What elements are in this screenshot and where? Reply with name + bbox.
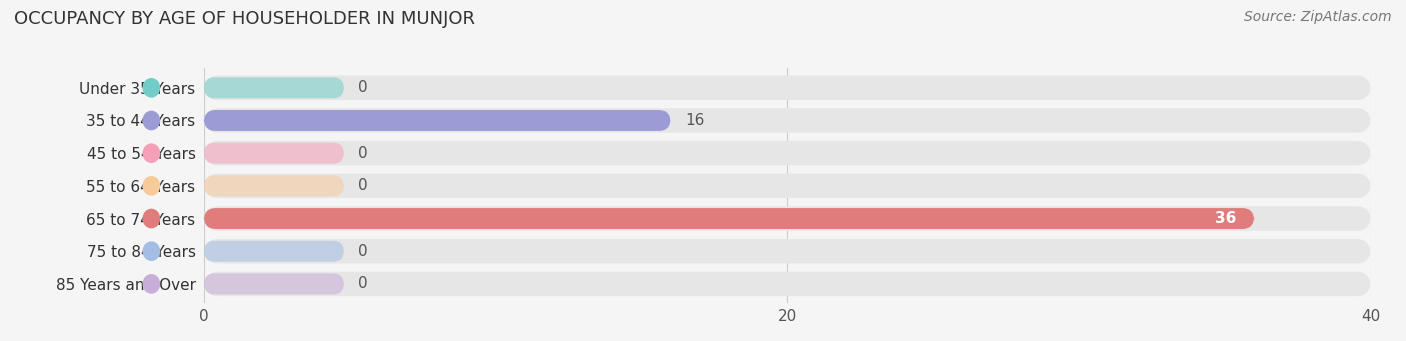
FancyBboxPatch shape (204, 76, 1371, 100)
Text: 0: 0 (359, 146, 368, 161)
FancyBboxPatch shape (204, 206, 1371, 231)
FancyBboxPatch shape (204, 239, 1371, 264)
FancyBboxPatch shape (204, 110, 671, 131)
Text: 0: 0 (359, 178, 368, 193)
Text: 36: 36 (1215, 211, 1237, 226)
Text: 0: 0 (359, 80, 368, 95)
FancyBboxPatch shape (204, 108, 1371, 133)
Text: OCCUPANCY BY AGE OF HOUSEHOLDER IN MUNJOR: OCCUPANCY BY AGE OF HOUSEHOLDER IN MUNJO… (14, 10, 475, 28)
Circle shape (143, 177, 159, 195)
FancyBboxPatch shape (204, 273, 344, 294)
Text: 0: 0 (359, 244, 368, 259)
Text: Source: ZipAtlas.com: Source: ZipAtlas.com (1244, 10, 1392, 24)
FancyBboxPatch shape (204, 208, 1254, 229)
Circle shape (143, 79, 159, 97)
Circle shape (143, 242, 159, 261)
FancyBboxPatch shape (204, 77, 344, 98)
Circle shape (143, 275, 159, 293)
FancyBboxPatch shape (204, 143, 344, 164)
Text: 0: 0 (359, 277, 368, 291)
FancyBboxPatch shape (204, 241, 344, 262)
FancyBboxPatch shape (204, 174, 1371, 198)
Circle shape (143, 144, 159, 162)
Text: 16: 16 (685, 113, 704, 128)
FancyBboxPatch shape (204, 272, 1371, 296)
FancyBboxPatch shape (204, 141, 1371, 165)
Circle shape (143, 111, 159, 130)
FancyBboxPatch shape (204, 175, 344, 196)
Circle shape (143, 209, 159, 228)
